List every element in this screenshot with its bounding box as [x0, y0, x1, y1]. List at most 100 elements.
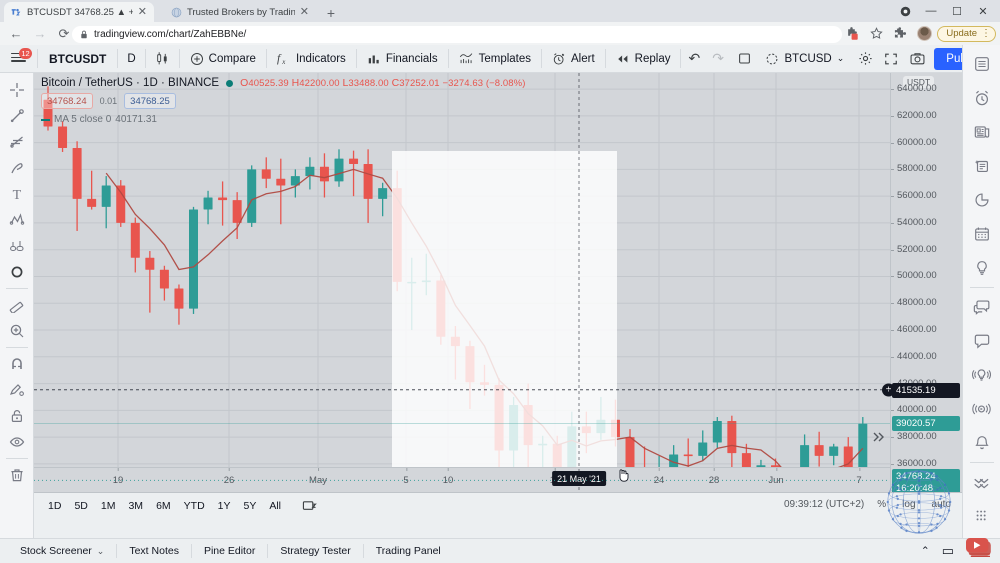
gear-icon: [859, 52, 872, 65]
timeframe-5d[interactable]: 5D: [74, 500, 88, 512]
shapes-tool[interactable]: [2, 259, 32, 285]
forecast-tool[interactable]: [2, 233, 32, 259]
timeframe-ytd[interactable]: YTD: [183, 500, 205, 512]
browser-menu-kebab[interactable]: ⋮: [981, 28, 991, 39]
alerts-icon[interactable]: [965, 81, 999, 115]
timeframe-5y[interactable]: 5Y: [243, 500, 257, 512]
sell-price-button[interactable]: 34768.24: [41, 93, 93, 109]
timeframe-3m[interactable]: 3M: [128, 500, 144, 512]
magnet-tool[interactable]: [2, 351, 32, 377]
watchlist-icon[interactable]: [965, 47, 999, 81]
broadcast-icon[interactable]: [965, 392, 999, 426]
ideas-icon[interactable]: [965, 251, 999, 285]
alert-button[interactable]: Alert: [543, 48, 604, 70]
object-tree-icon[interactable]: [965, 465, 999, 499]
indicators-button[interactable]: f x Indicators: [268, 48, 355, 70]
replay-button[interactable]: Replay: [607, 48, 680, 70]
tradingview-icon: [11, 8, 21, 15]
chart-pane[interactable]: [34, 73, 890, 492]
public-chats-icon[interactable]: [965, 290, 999, 324]
symbol-search-button[interactable]: BTCUSDT: [49, 51, 107, 66]
browser-tab-0-close[interactable]: ✕: [137, 5, 147, 18]
toggle-panel-button[interactable]: ▭: [941, 543, 954, 558]
more-icon[interactable]: [965, 499, 999, 533]
timeframe-1m[interactable]: 1M: [100, 500, 116, 512]
profile-avatar[interactable]: [913, 23, 935, 45]
strategy-tester-button[interactable]: Strategy Tester: [280, 545, 351, 557]
reload-button[interactable]: ⟳: [58, 25, 70, 41]
camera-icon: [910, 53, 925, 65]
window-minimize-button[interactable]: —: [925, 5, 937, 17]
hide-drawings-tool[interactable]: [2, 429, 32, 455]
timeframe-1d[interactable]: 1D: [48, 500, 62, 512]
undo-button[interactable]: ↶: [688, 50, 701, 66]
chart-style-button[interactable]: [147, 48, 178, 70]
update-button[interactable]: Update ⋮: [937, 25, 996, 42]
hotlist-icon[interactable]: [965, 183, 999, 217]
percent-scale-button[interactable]: %: [877, 499, 887, 510]
scroll-to-realtime-icon[interactable]: [872, 431, 886, 446]
bookmark-star-icon[interactable]: [865, 23, 887, 45]
fullscreen-button[interactable]: [878, 46, 904, 72]
stock-screener-button[interactable]: Stock Screener ⌄: [8, 539, 116, 563]
private-chats-icon[interactable]: [965, 324, 999, 358]
measure-tool[interactable]: [2, 292, 32, 318]
timeframe-all[interactable]: All: [269, 500, 282, 512]
window-maximize-button[interactable]: ☐: [952, 5, 962, 18]
extensions-puzzle-alert-icon[interactable]: [841, 23, 863, 45]
timeframe-6m[interactable]: 6M: [156, 500, 171, 512]
data-window-icon[interactable]: [965, 149, 999, 183]
timeframe-1y[interactable]: 1Y: [217, 500, 231, 512]
financials-button[interactable]: Financials: [358, 48, 447, 70]
drawing-mode-tool[interactable]: [2, 377, 32, 403]
snapshot-button[interactable]: [904, 46, 930, 72]
redo-button[interactable]: ↷: [712, 50, 724, 66]
stream-ideas-icon[interactable]: [965, 358, 999, 392]
price-tick-4000000: 40000.00: [891, 404, 937, 416]
news-icon[interactable]: [965, 115, 999, 149]
time-tick-jun: Jun: [768, 468, 784, 486]
notifications-icon[interactable]: [965, 426, 999, 460]
trend-line-tool[interactable]: [2, 103, 32, 129]
text-tool[interactable]: T: [2, 181, 32, 207]
browser-tab-1-close[interactable]: ✕: [299, 5, 309, 18]
chart-settings-button[interactable]: [852, 46, 878, 72]
ma-indicator-legend[interactable]: MA 5 close 0 40171.31: [41, 114, 526, 125]
patterns-tool[interactable]: [2, 207, 32, 233]
layout-select-button[interactable]: [731, 46, 757, 72]
log-scale-button[interactable]: log: [902, 499, 916, 510]
window-close-button[interactable]: ✕: [978, 5, 988, 18]
time-tick-26: 26: [223, 468, 235, 486]
lock-drawings-tool[interactable]: [2, 403, 32, 429]
crosshair-tool[interactable]: [2, 77, 32, 103]
save-layout-button[interactable]: BTCUSD ⌄: [757, 48, 852, 70]
add-timeframe-icon[interactable]: [298, 497, 320, 515]
remove-drawings-tool[interactable]: [2, 462, 32, 488]
interval-button[interactable]: D: [127, 52, 136, 65]
templates-button[interactable]: Templates: [450, 48, 540, 70]
browser-toolbar: ← → ⟳ tradingview.com/chart/ZahEBBNe/: [0, 22, 1000, 45]
indicators-label: Indicators: [295, 52, 346, 65]
price-scale[interactable]: USDT 64000.00 62000.00 60000.00 58000.00 560…: [882, 73, 962, 498]
trading-panel-button[interactable]: Trading Panel: [375, 545, 441, 557]
main-menu-button[interactable]: 12: [0, 45, 36, 73]
compare-button[interactable]: Compare: [181, 48, 265, 70]
browser-tab-0[interactable]: BTCUSDT 34768.25 ▲ +1.6% BTC ✕: [4, 2, 154, 22]
buy-price-button[interactable]: 34768.25: [124, 93, 176, 109]
extensions-icon[interactable]: [889, 23, 911, 45]
chart-area[interactable]: Bitcoin / TetherUS · 1D · BINANCE O40525…: [34, 73, 962, 538]
calendar-icon[interactable]: [965, 217, 999, 251]
pine-editor-button[interactable]: Pine Editor: [203, 545, 256, 557]
browser-tab-1[interactable]: Trusted Brokers by Trading Acad ✕: [164, 2, 316, 22]
fib-retracement-tool[interactable]: [2, 129, 32, 155]
address-bar[interactable]: tradingview.com/chart/ZahEBBNe/: [72, 25, 842, 43]
collapse-panel-button[interactable]: ⌃: [920, 545, 930, 557]
zoom-tool[interactable]: [2, 318, 32, 344]
brush-tool[interactable]: [2, 155, 32, 181]
back-button[interactable]: ←: [9, 26, 23, 41]
new-tab-button[interactable]: +: [326, 5, 336, 21]
auto-scale-button[interactable]: auto: [931, 499, 951, 510]
forward-button[interactable]: →: [33, 26, 47, 41]
ma-label: MA 5 close 0: [54, 114, 112, 125]
text-notes-button[interactable]: Text Notes: [129, 545, 179, 557]
